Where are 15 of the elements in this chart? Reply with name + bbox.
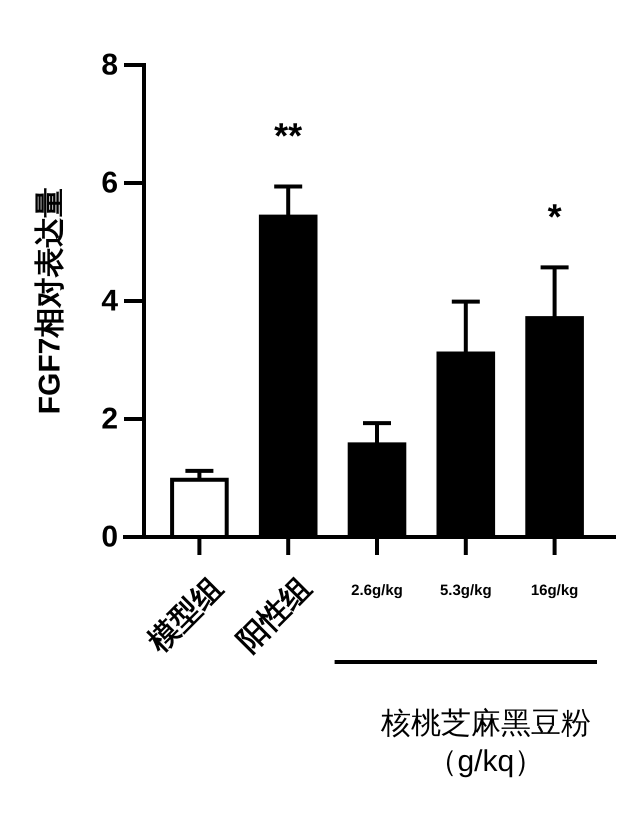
text: （g/kq） <box>427 745 544 778</box>
y-tick-label: 2 <box>101 402 118 436</box>
text: 核桃芝麻黑豆粉 <box>380 707 591 740</box>
y-axis-title: FGF7相对表达量 <box>34 188 66 414</box>
x-tick-label: 阳性组 <box>230 571 318 658</box>
x-tick-label: 5.3g/kg <box>440 582 492 599</box>
x-tick-label: 16g/kg <box>530 582 578 599</box>
data-label: ** <box>274 115 302 156</box>
x-tick-label: 2.6g/kg <box>351 582 403 599</box>
y-tick-label: 4 <box>101 284 118 318</box>
x-tick-label: 模型组 <box>141 571 230 659</box>
y-tick-label: 6 <box>101 166 118 200</box>
y-tick-label: 8 <box>101 48 118 82</box>
data-label: * <box>548 196 562 237</box>
y-tick-label: 0 <box>101 520 118 554</box>
